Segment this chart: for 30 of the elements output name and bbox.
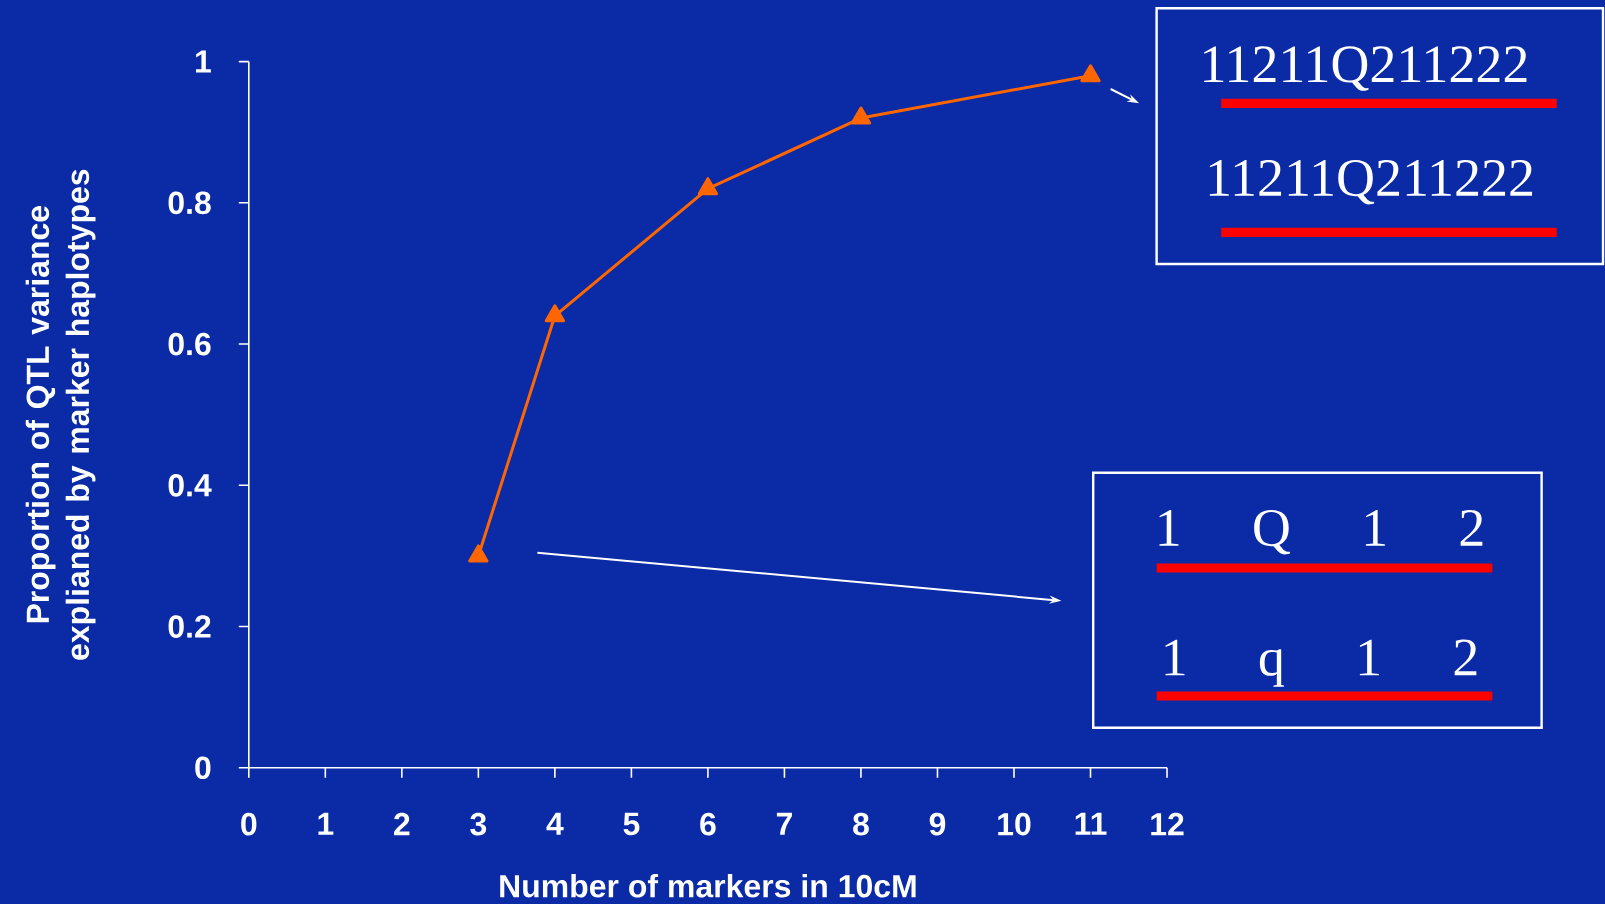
point xyxy=(850,106,872,125)
x-tick-label: 12 xyxy=(1151,812,1184,836)
y-tick-label: 0.8 xyxy=(168,191,211,215)
text: 11211Q211222 xyxy=(1209,159,1533,205)
x-tick-label: 10 xyxy=(998,812,1031,836)
x-tick-label: 7 xyxy=(776,812,792,835)
x-tick-label: 11 xyxy=(1075,812,1107,835)
x-tick-label: 4 xyxy=(546,812,564,835)
x-tick-label: 9 xyxy=(929,812,946,836)
x-tick-label: 8 xyxy=(853,812,869,836)
x-tick-label: 6 xyxy=(700,812,716,836)
x-tick-label: 2 xyxy=(394,812,410,836)
x-tick-label: 1 xyxy=(318,812,334,835)
y-tick-label: 0.6 xyxy=(168,332,211,356)
x-axis-title: Number of markers in 10cM xyxy=(500,873,916,898)
y-axis-title: Proportion of QTL variance explianed by marker haplotypes xyxy=(25,169,96,660)
point xyxy=(697,177,719,196)
point xyxy=(468,544,489,563)
text: 11211Q211222 xyxy=(1204,46,1527,91)
x-tick-label: 5 xyxy=(623,812,640,836)
y-tick-label: 0.4 xyxy=(168,473,212,497)
annotation: 1 q 1 2 xyxy=(1165,639,1477,687)
x-tick-label: 0 xyxy=(241,812,257,836)
annotation: 1 Q 1 2 xyxy=(1159,509,1483,555)
y-tick-label: 0 xyxy=(195,756,211,780)
x-tick-label: 3 xyxy=(470,812,487,836)
y-tick-label: 1 xyxy=(196,50,211,73)
point xyxy=(544,304,566,323)
y-tick-label: 0.2 xyxy=(168,615,211,638)
point xyxy=(1080,64,1101,83)
